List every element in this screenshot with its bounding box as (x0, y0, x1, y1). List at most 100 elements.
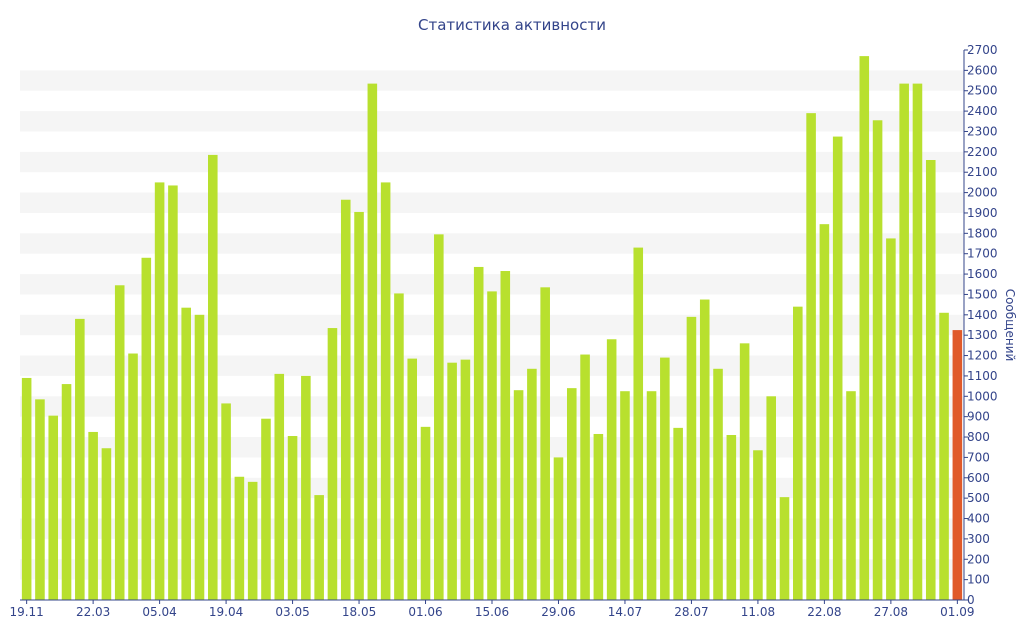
bar[interactable] (527, 368, 537, 600)
bar[interactable] (208, 154, 218, 600)
y-tick-label: 500 (967, 491, 990, 505)
bar[interactable] (939, 312, 949, 600)
x-axis-ticks: 19.11 22.03 05.04 19.04 03.05 18.05 01.06 15.06… (9, 600, 975, 619)
bar[interactable] (420, 426, 431, 600)
grid-band (20, 151, 964, 173)
x-tick-label: 15.06 (475, 605, 509, 619)
bar[interactable] (340, 199, 351, 600)
bar[interactable] (633, 247, 644, 600)
bar[interactable] (101, 448, 112, 600)
bar[interactable] (726, 435, 737, 600)
y-tick-label: 2500 (967, 84, 998, 98)
bar[interactable] (593, 433, 604, 600)
bar[interactable] (88, 431, 98, 600)
bar[interactable] (739, 343, 750, 600)
y-tick-label: 2000 (967, 186, 998, 200)
grid-band (20, 233, 964, 254)
bar[interactable] (553, 457, 564, 600)
bar[interactable] (766, 396, 776, 600)
bar[interactable] (394, 293, 404, 600)
x-tick-label: 05.04 (142, 605, 176, 619)
bar[interactable] (846, 391, 856, 600)
grid-band (20, 111, 964, 132)
y-tick-label: 1000 (967, 389, 998, 403)
y-tick-label: 2600 (967, 63, 998, 77)
bar[interactable] (447, 362, 457, 600)
y-tick-label: 1800 (967, 226, 998, 240)
bar[interactable] (114, 285, 125, 600)
bar[interactable] (620, 391, 630, 600)
bar[interactable] (806, 113, 816, 601)
bar-series (21, 56, 963, 601)
bar[interactable] (35, 399, 45, 600)
bar[interactable] (859, 56, 870, 601)
bar[interactable] (141, 257, 152, 600)
bar-highlight[interactable] (952, 330, 963, 600)
bar[interactable] (832, 136, 843, 600)
bar[interactable] (327, 328, 338, 600)
bar[interactable] (261, 418, 271, 600)
bar[interactable] (872, 120, 883, 601)
bar[interactable] (354, 211, 364, 600)
x-tick-label: 27.08 (874, 605, 908, 619)
y-tick-label: 200 (967, 552, 990, 566)
x-tick-label: 01.09 (940, 605, 974, 619)
bar[interactable] (274, 373, 285, 600)
bar[interactable] (407, 358, 418, 600)
x-tick-label: 14.07 (608, 605, 642, 619)
bar[interactable] (48, 415, 59, 600)
y-tick-label: 1600 (967, 267, 998, 281)
y-tick-label: 100 (967, 573, 990, 587)
x-tick-label: 22.08 (807, 605, 841, 619)
bar[interactable] (660, 357, 670, 600)
bar[interactable] (181, 307, 191, 600)
bar[interactable] (154, 182, 165, 600)
y-tick-label: 0 (967, 593, 975, 607)
bar[interactable] (301, 375, 311, 600)
bar[interactable] (779, 497, 790, 600)
bar[interactable] (61, 384, 72, 600)
bar[interactable] (673, 427, 683, 600)
bar[interactable] (128, 353, 138, 600)
bar[interactable] (540, 287, 550, 600)
bar[interactable] (793, 306, 803, 600)
bar[interactable] (686, 316, 697, 600)
bar[interactable] (75, 318, 85, 600)
bar[interactable] (367, 83, 378, 601)
bar[interactable] (699, 299, 710, 600)
bar[interactable] (487, 291, 497, 600)
bar[interactable] (899, 83, 909, 601)
bar[interactable] (580, 354, 590, 600)
bar[interactable] (168, 185, 178, 601)
bar[interactable] (473, 266, 484, 600)
bar[interactable] (221, 403, 231, 600)
bar[interactable] (314, 495, 324, 600)
bar[interactable] (819, 224, 830, 600)
bar[interactable] (713, 368, 723, 600)
bar[interactable] (380, 182, 391, 600)
bar[interactable] (886, 238, 896, 601)
y-tick-label: 800 (967, 430, 990, 444)
bar[interactable] (500, 271, 511, 600)
bar[interactable] (606, 339, 617, 600)
bar[interactable] (513, 390, 524, 600)
bar[interactable] (566, 388, 577, 600)
bar[interactable] (646, 391, 657, 600)
y-tick-label: 2400 (967, 104, 998, 118)
bar[interactable] (434, 234, 444, 600)
x-tick-label: 28.07 (674, 605, 708, 619)
bar[interactable] (925, 160, 936, 600)
bar[interactable] (912, 83, 923, 601)
bar[interactable] (287, 436, 298, 600)
bar[interactable] (194, 314, 205, 600)
bar[interactable] (753, 450, 763, 600)
y-tick-label: 600 (967, 471, 990, 485)
bar[interactable] (247, 481, 258, 600)
bar[interactable] (21, 377, 32, 600)
chart-title: Статистика активности (418, 16, 606, 34)
bar[interactable] (234, 476, 245, 600)
bar[interactable] (460, 359, 471, 600)
x-tick-label: 01.06 (408, 605, 442, 619)
y-tick-label: 400 (967, 512, 990, 526)
